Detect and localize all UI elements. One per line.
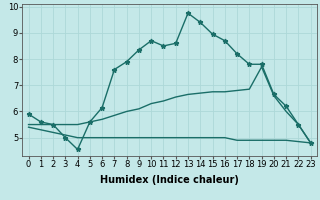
X-axis label: Humidex (Indice chaleur): Humidex (Indice chaleur) (100, 175, 239, 185)
